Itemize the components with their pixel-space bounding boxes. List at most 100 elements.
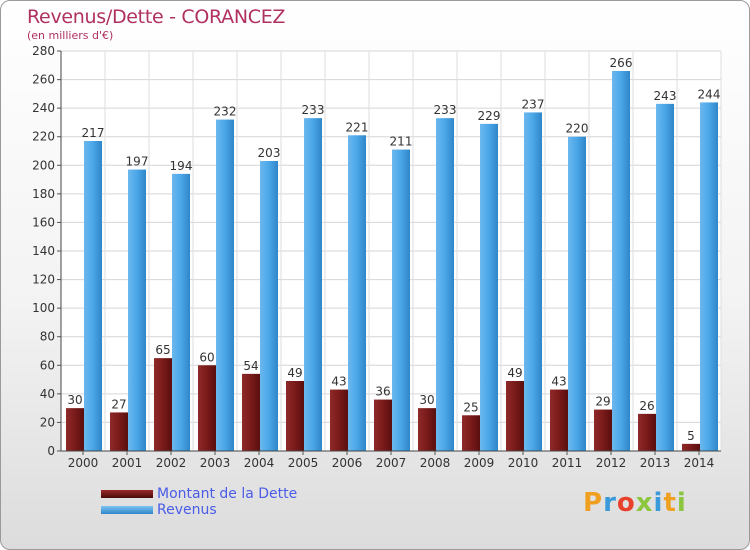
legend-label-dette: Montant de la Dette (157, 486, 298, 502)
bar-dette-2007 (374, 399, 392, 451)
data-label-dette-2009: 25 (463, 400, 478, 414)
legend-label-revenus: Revenus (157, 502, 217, 518)
x-tick-label-2004: 2004 (244, 456, 275, 470)
bar-revenus-2004 (260, 161, 278, 451)
y-tick-label: 180 (32, 187, 55, 201)
x-tick-label-2006: 2006 (332, 456, 363, 470)
bar-dette-2003 (198, 365, 216, 451)
bar-revenus-2008 (436, 118, 454, 452)
y-tick-label: 160 (32, 215, 55, 229)
x-tick-label-2011: 2011 (552, 456, 583, 470)
data-label-dette-2008: 30 (419, 393, 434, 407)
bar-revenus-2012 (612, 71, 630, 451)
data-label-revenus-2009: 229 (478, 109, 501, 123)
x-tick-label-2005: 2005 (288, 456, 319, 470)
bar-dette-2000 (66, 408, 84, 451)
bar-dette-2014 (682, 443, 700, 451)
y-tick-label: 60 (40, 358, 55, 372)
data-label-dette-2006: 43 (331, 375, 346, 389)
proxiti-logo: Proxiti (583, 488, 687, 518)
data-label-dette-2004: 54 (243, 359, 258, 373)
y-tick-label: 80 (40, 330, 55, 344)
logo-letter: P (583, 488, 604, 518)
y-tick-label: 100 (32, 301, 55, 315)
data-label-revenus-2008: 233 (434, 103, 457, 117)
logo-letter: o (616, 488, 636, 518)
logo-letter: i (653, 488, 664, 518)
x-tick-label-2012: 2012 (596, 456, 627, 470)
bar-dette-2004 (242, 373, 260, 451)
data-label-dette-2013: 26 (639, 399, 654, 413)
data-label-revenus-2012: 266 (610, 56, 633, 70)
y-tick-label: 220 (32, 130, 55, 144)
y-tick-label: 20 (40, 415, 55, 429)
y-tick-label: 140 (32, 244, 55, 258)
data-label-revenus-2005: 233 (302, 103, 325, 117)
bar-revenus-2003 (216, 119, 234, 452)
x-tick-label-2007: 2007 (376, 456, 407, 470)
y-tick-label: 120 (32, 273, 55, 287)
x-tick-label-2000: 2000 (68, 456, 99, 470)
bar-revenus-2006 (348, 135, 366, 452)
logo-letter: x (635, 488, 654, 518)
bar-dette-2006 (330, 389, 348, 451)
chart-subtitle: (en milliers d'€) (27, 29, 114, 42)
bar-revenus-2010 (524, 112, 542, 451)
y-tick-label: 280 (32, 44, 55, 58)
data-label-dette-2010: 49 (507, 366, 522, 380)
data-label-revenus-2000: 217 (82, 126, 105, 140)
x-tick-label-2014: 2014 (684, 456, 715, 470)
bar-dette-2009 (462, 415, 480, 451)
data-label-dette-2001: 27 (111, 397, 126, 411)
data-label-dette-2012: 29 (595, 395, 610, 409)
data-label-revenus-2010: 237 (522, 97, 545, 111)
data-label-revenus-2007: 211 (390, 135, 413, 149)
bar-dette-2002 (154, 358, 172, 451)
y-tick-label: 200 (32, 158, 55, 172)
x-tick-label-2008: 2008 (420, 456, 451, 470)
logo-letter: i (676, 488, 687, 518)
data-label-revenus-2001: 197 (126, 155, 149, 169)
bar-revenus-2014 (700, 102, 718, 451)
chart-title: Revenus/Dette - CORANCEZ (27, 6, 286, 28)
data-label-revenus-2014: 244 (698, 87, 721, 101)
data-label-revenus-2006: 221 (346, 120, 369, 134)
x-tick-label-2013: 2013 (640, 456, 671, 470)
legend-swatch-dette (101, 490, 153, 498)
bar-revenus-2009 (480, 123, 498, 451)
x-tick-label-2009: 2009 (464, 456, 495, 470)
data-label-dette-2000: 30 (67, 393, 82, 407)
y-tick-label: 40 (40, 387, 55, 401)
bar-revenus-2005 (304, 118, 322, 452)
bar-revenus-2001 (128, 169, 146, 452)
data-label-dette-2007: 36 (375, 385, 390, 399)
data-label-dette-2005: 49 (287, 366, 302, 380)
x-tick-label-2010: 2010 (508, 456, 539, 470)
legend-swatch-revenus (101, 506, 153, 514)
bar-dette-2012 (594, 409, 612, 451)
logo-letter: t (663, 488, 677, 518)
data-label-dette-2003: 60 (199, 350, 214, 364)
y-tick-label: 240 (32, 101, 55, 115)
data-label-revenus-2002: 194 (170, 159, 193, 173)
y-tick-label: 0 (47, 444, 55, 458)
bar-revenus-2007 (392, 149, 410, 452)
data-label-revenus-2011: 220 (566, 122, 589, 136)
bar-revenus-2011 (568, 136, 586, 451)
x-tick-label-2001: 2001 (112, 456, 143, 470)
data-label-dette-2011: 43 (551, 375, 566, 389)
bar-revenus-2000 (84, 141, 102, 451)
bar-revenus-2002 (172, 173, 190, 451)
data-label-dette-2002: 65 (155, 343, 170, 357)
data-label-dette-2014: 5 (687, 429, 695, 443)
data-label-revenus-2004: 203 (258, 146, 281, 160)
bar-dette-2008 (418, 408, 436, 451)
bar-dette-2005 (286, 381, 304, 451)
y-tick-label: 260 (32, 73, 55, 87)
bar-dette-2010 (506, 381, 524, 451)
x-tick-label-2003: 2003 (200, 456, 231, 470)
bar-dette-2001 (110, 412, 128, 451)
bar-dette-2011 (550, 389, 568, 451)
